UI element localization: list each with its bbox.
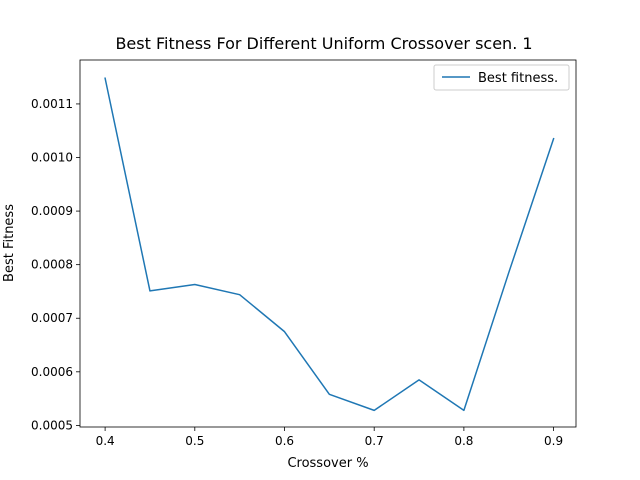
y-axis-label: Best Fitness [2, 204, 17, 282]
series-line-0 [104, 77, 555, 412]
chart-title: Best Fitness For Different Uniform Cross… [115, 34, 532, 53]
y-tick-label: 0.0007 [31, 311, 73, 325]
x-tick-label: 0.9 [544, 434, 563, 448]
y-tick-label: 0.0005 [31, 418, 73, 432]
x-tick-label: 0.8 [454, 434, 473, 448]
x-tick-label: 0.5 [185, 434, 204, 448]
legend-box [433, 64, 570, 91]
x-tick-label: 0.4 [96, 434, 115, 448]
x-tick-label: 0.6 [275, 434, 294, 448]
y-tick-label: 0.0009 [31, 204, 73, 218]
legend-label: Best fitness. [478, 71, 558, 86]
plot-area: 0.4 0.5 0.6 0.7 0.8 0.9 0.0005 0.0006 0.0007 0.00… [31, 59, 577, 448]
y-tick-label: 0.0006 [31, 365, 73, 379]
y-tick-label: 0.0008 [31, 258, 73, 272]
x-axis-label: Crossover % [287, 456, 368, 471]
x-tick-label: 0.7 [365, 434, 384, 448]
axes-frame [79, 59, 577, 428]
legend: Best fitness. [433, 64, 570, 91]
y-tick-label: 0.0010 [31, 151, 73, 165]
y-tick-label: 0.0011 [31, 97, 73, 111]
